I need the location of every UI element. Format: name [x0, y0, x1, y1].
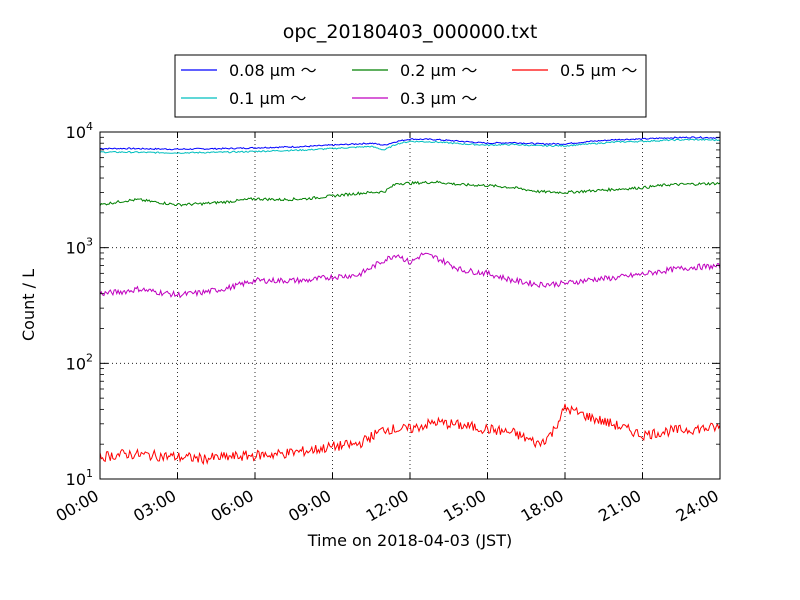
y-tick-label: 103 [66, 236, 93, 258]
legend-label: 0.3 μm ～ [400, 89, 477, 108]
y-tick-label: 102 [66, 351, 93, 373]
y-axis-label: Count / L [19, 269, 38, 341]
legend-label: 0.2 μm ～ [400, 61, 477, 80]
legend-box [174, 54, 647, 118]
chart-title: opc_20180403_000000.txt [283, 21, 538, 43]
x-tick-label: 03:00 [130, 486, 179, 526]
y-tick-label: 101 [66, 467, 93, 489]
x-tick-label: 00:00 [53, 486, 102, 526]
x-tick-label: 15:00 [440, 486, 489, 526]
legend-label: 0.5 μm ～ [560, 61, 637, 80]
y-tick-label: 104 [66, 120, 93, 142]
series-line [99, 180, 721, 207]
x-tick-label: 09:00 [285, 486, 334, 526]
x-tick-label: 24:00 [673, 486, 722, 526]
legend: 0.08 μm ～ 0.1 μm ～ 0.2 μm ～ 0.3 μm ～ 0.5 μm … [181, 61, 637, 108]
x-tick-label: 12:00 [363, 486, 412, 526]
grid [100, 132, 720, 479]
x-axis-label: Time on 2018-04-03 (JST) [307, 531, 512, 550]
series-line [99, 138, 721, 154]
series-line [99, 252, 721, 299]
ticks: 00:00 03:00 06:00 09:00 12:00 15:00 18:00 21:00… [53, 120, 722, 526]
series-layer [99, 136, 721, 466]
x-tick-label: 06:00 [208, 486, 257, 526]
x-tick-label: 18:00 [518, 486, 567, 526]
legend-label: 0.1 μm ～ [229, 89, 306, 108]
legend-label: 0.08 μm ～ [229, 61, 317, 80]
series-line [99, 136, 721, 151]
x-tick-label: 21:00 [595, 486, 644, 526]
series-line [99, 403, 721, 466]
